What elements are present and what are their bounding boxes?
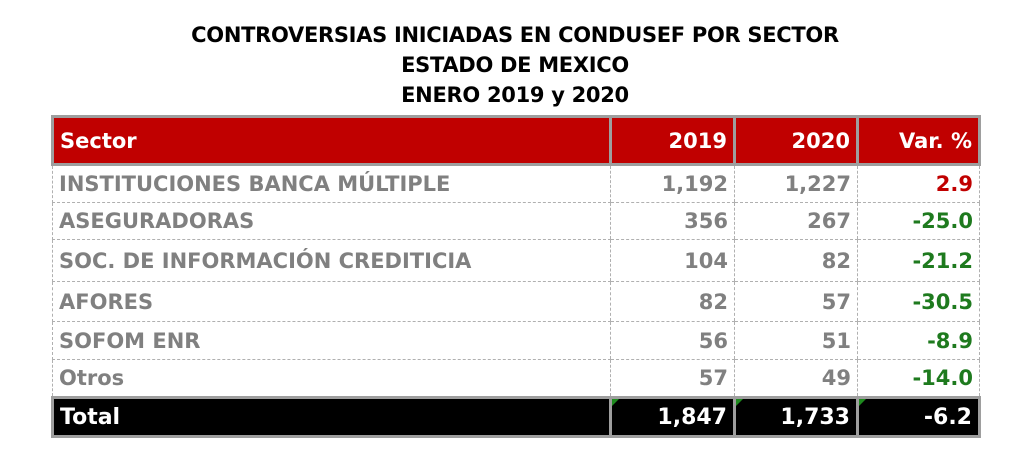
header-sector: Sector <box>51 115 612 166</box>
title-line-1: CONTROVERSIAS INICIADAS EN CONDUSEF POR … <box>191 23 839 47</box>
table-row: SOC. DE INFORMACIÓN CREDITICIA 104 82 -21.2 <box>52 239 980 282</box>
sector-cell: INSTITUCIONES BANCA MÚLTIPLE <box>52 164 611 203</box>
sector-cell: ASEGURADORAS <box>52 202 611 240</box>
comment-marker-icon <box>612 399 619 406</box>
report-title: CONTROVERSIAS INICIADAS EN CONDUSEF POR … <box>0 20 1010 110</box>
table-row: ASEGURADORAS 356 267 -25.0 <box>52 202 980 240</box>
value-2019-cell: 356 <box>610 202 735 240</box>
table-row: AFORES 82 57 -30.5 <box>52 281 980 322</box>
total-var: -6.2 <box>856 396 981 438</box>
sector-cell: AFORES <box>52 281 611 322</box>
value-2020-cell: 1,227 <box>734 164 858 203</box>
header-var: Var. % <box>856 115 981 166</box>
comment-marker-icon <box>859 399 866 406</box>
sector-cell: SOC. DE INFORMACIÓN CREDITICIA <box>52 239 611 282</box>
table-row: SOFOM ENR 56 51 -8.9 <box>52 321 980 360</box>
total-label: Total <box>51 396 612 438</box>
value-2019-cell: 82 <box>610 281 735 322</box>
value-2020-cell: 49 <box>734 359 858 398</box>
total-2020: 1,733 <box>733 396 859 438</box>
total-2019-value: 1,847 <box>657 404 727 430</box>
variation-cell: -21.2 <box>857 239 980 282</box>
comment-marker-icon <box>736 399 743 406</box>
sector-cell: SOFOM ENR <box>52 321 611 360</box>
header-row: Sector 2019 2020 Var. % <box>51 115 981 166</box>
variation-cell: -14.0 <box>857 359 980 398</box>
total-2020-value: 1,733 <box>780 404 850 430</box>
table-row: Otros 57 49 -14.0 <box>52 359 980 398</box>
value-2020-cell: 57 <box>734 281 858 322</box>
sector-cell: Otros <box>52 359 611 398</box>
value-2019-cell: 57 <box>610 359 735 398</box>
header-2020: 2020 <box>733 115 859 166</box>
value-2020-cell: 82 <box>734 239 858 282</box>
value-2020-cell: 267 <box>734 202 858 240</box>
total-row: Total 1,847 1,733 -6.2 <box>51 396 981 438</box>
variation-cell: -25.0 <box>857 202 980 240</box>
value-2019-cell: 1,192 <box>610 164 735 203</box>
table-row: INSTITUCIONES BANCA MÚLTIPLE 1,192 1,227 2.… <box>52 164 980 203</box>
variation-cell: 2.9 <box>857 164 980 203</box>
value-2020-cell: 51 <box>734 321 858 360</box>
header-2019: 2019 <box>609 115 736 166</box>
total-var-value: -6.2 <box>923 404 972 430</box>
title-line-2: ESTADO DE MEXICO <box>401 53 629 77</box>
total-2019: 1,847 <box>609 396 736 438</box>
variation-cell: -30.5 <box>857 281 980 322</box>
value-2019-cell: 56 <box>610 321 735 360</box>
value-2019-cell: 104 <box>610 239 735 282</box>
controversias-table: Sector 2019 2020 Var. % INSTITUCIONES BA… <box>51 115 981 438</box>
variation-cell: -8.9 <box>857 321 980 360</box>
title-line-3: ENERO 2019 y 2020 <box>401 83 629 107</box>
